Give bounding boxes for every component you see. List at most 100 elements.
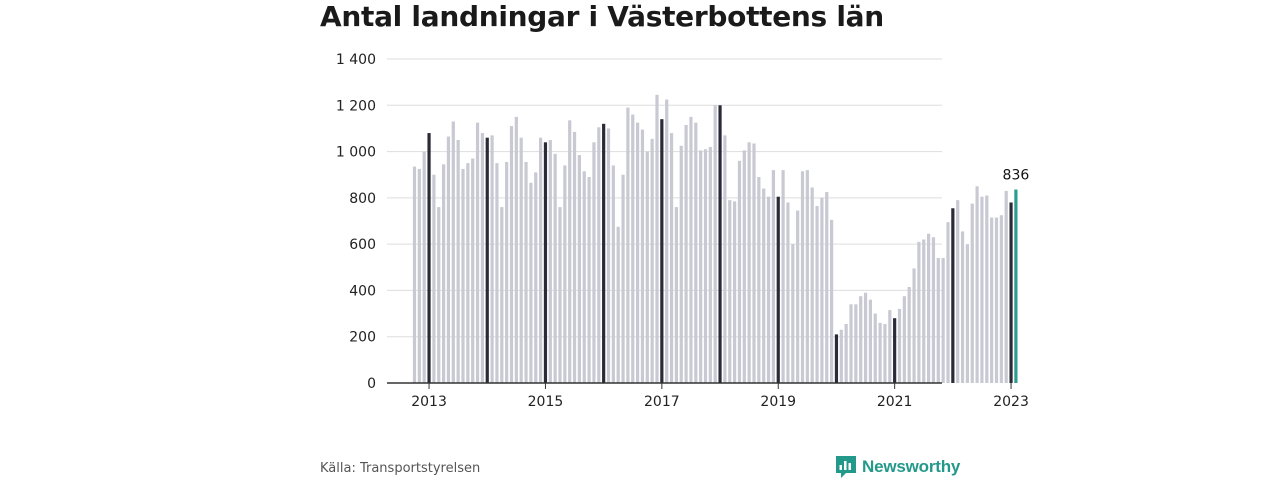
bar (781, 170, 785, 383)
bar (752, 143, 756, 383)
bar (539, 137, 543, 383)
y-tick-label: 800 (349, 191, 376, 207)
bar (602, 123, 606, 384)
bar (863, 292, 868, 383)
bar (587, 177, 591, 383)
bar (446, 136, 451, 383)
bar (999, 215, 1003, 383)
bar (888, 310, 892, 383)
bar (791, 244, 795, 383)
chart-title: Antal landningar i Västerbottens län (320, 0, 884, 33)
bar (466, 163, 470, 383)
bar (733, 201, 737, 383)
bar (679, 145, 683, 383)
bar (713, 105, 717, 383)
bar (927, 233, 931, 383)
y-tick-label: 600 (349, 237, 376, 253)
bar (485, 137, 489, 383)
bar (907, 286, 911, 383)
bar (825, 192, 829, 383)
bar (490, 135, 494, 383)
bar (883, 323, 887, 383)
bar (631, 114, 635, 383)
bar (994, 217, 999, 383)
bar (694, 122, 698, 383)
source-note: Källa: Transportstyrelsen (320, 461, 481, 476)
axis-layer: 0 200 400 600 800 1 000 1 200 1 400 2013 2015 2017… (336, 52, 1029, 410)
y-tick-label: 1 000 (336, 145, 376, 161)
grid-layer (387, 58, 942, 338)
x-tick-label: 2013 (411, 394, 447, 410)
bar (529, 182, 533, 383)
bar (669, 133, 674, 383)
bar (965, 244, 969, 383)
bar (553, 153, 557, 383)
bar (597, 127, 601, 384)
bar (990, 217, 994, 383)
bar (1004, 190, 1008, 383)
bar (422, 151, 426, 383)
bar (611, 165, 615, 383)
bar (703, 149, 708, 383)
bar (776, 196, 780, 383)
bar (451, 121, 455, 384)
bar (500, 207, 504, 383)
x-tick-label: 2015 (528, 394, 564, 410)
bar (893, 318, 897, 383)
bar (442, 164, 446, 383)
bar (582, 171, 586, 383)
bar (931, 237, 936, 383)
bar (728, 200, 732, 383)
bar (572, 131, 577, 383)
bar (519, 137, 523, 383)
bar (951, 208, 955, 383)
bar (471, 158, 475, 383)
bar (636, 122, 640, 383)
bar (606, 128, 611, 383)
bar (708, 146, 712, 383)
bar-chart-logo-icon (836, 456, 856, 478)
bar (723, 135, 727, 383)
bar (970, 203, 974, 383)
bar (985, 195, 989, 383)
bar (558, 207, 562, 383)
bar (844, 323, 848, 383)
bar (834, 334, 839, 383)
y-tick-label: 1 400 (336, 52, 376, 68)
bar (960, 231, 965, 383)
bar (718, 105, 722, 383)
bar (854, 304, 858, 383)
bar (640, 129, 645, 383)
brand-logo[interactable]: Newsworthy (835, 455, 960, 479)
bar (742, 150, 746, 383)
bar (645, 151, 649, 383)
bar (786, 202, 790, 383)
brand-name: Newsworthy (862, 457, 961, 476)
bar (548, 140, 552, 383)
bar (577, 155, 581, 383)
bar (456, 140, 460, 383)
y-tick-label: 1 200 (336, 98, 376, 114)
bar (873, 313, 877, 383)
bar (757, 177, 761, 383)
x-tick-label: 2019 (760, 394, 796, 410)
bar (626, 107, 630, 383)
bar (514, 116, 518, 384)
bar (800, 171, 805, 383)
y-tick-label: 200 (349, 330, 376, 346)
x-tick-label: 2017 (644, 394, 680, 410)
bar (437, 207, 441, 383)
bar (747, 142, 751, 383)
bar (830, 219, 834, 383)
bar (563, 165, 567, 383)
bar (737, 160, 742, 383)
bar (509, 126, 514, 384)
bar (946, 222, 950, 383)
bar (839, 329, 843, 383)
bar (534, 172, 538, 383)
bar (665, 99, 669, 383)
bar (762, 188, 766, 383)
bar (461, 168, 465, 383)
bar (699, 150, 703, 383)
bar (412, 166, 417, 383)
